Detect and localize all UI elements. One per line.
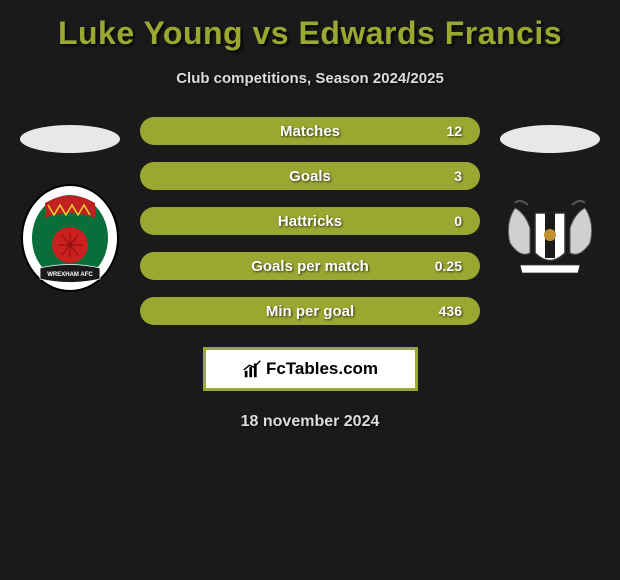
- left-player-avatar-placeholder: [20, 125, 120, 153]
- stat-value: 12: [446, 123, 462, 139]
- stat-value: 436: [439, 303, 462, 319]
- stat-row-goals: Goals 3: [140, 162, 480, 190]
- left-club-crest: WREXHAM AFC: [20, 183, 120, 293]
- stat-value: 3: [454, 168, 462, 184]
- stat-row-min-per-goal: Min per goal 436: [140, 297, 480, 325]
- subtitle: Club competitions, Season 2024/2025: [176, 70, 444, 87]
- right-player-avatar-placeholder: [500, 125, 600, 153]
- stat-label: Goals: [289, 168, 331, 185]
- right-player-column: [490, 117, 610, 293]
- stat-label: Hattricks: [278, 213, 342, 230]
- stat-value: 0.25: [435, 258, 462, 274]
- stat-value: 0: [454, 213, 462, 229]
- svg-text:WREXHAM AFC: WREXHAM AFC: [47, 272, 93, 278]
- stat-label: Goals per match: [251, 258, 369, 275]
- stat-row-matches: Matches 12: [140, 117, 480, 145]
- stat-row-hattricks: Hattricks 0: [140, 207, 480, 235]
- comparison-main: WREXHAM AFC Matches 12 Goals 3 Hattricks…: [0, 117, 620, 325]
- stat-label: Min per goal: [266, 303, 354, 320]
- brand-box: FcTables.com: [203, 347, 418, 391]
- stats-list: Matches 12 Goals 3 Hattricks 0 Goals per…: [140, 117, 480, 325]
- chart-icon: [242, 358, 264, 380]
- brand-text: FcTables.com: [266, 359, 378, 379]
- stat-row-goals-per-match: Goals per match 0.25: [140, 252, 480, 280]
- date-text: 18 november 2024: [241, 413, 380, 431]
- right-club-crest: [500, 183, 600, 293]
- left-player-column: WREXHAM AFC: [10, 117, 130, 293]
- stat-label: Matches: [280, 123, 340, 140]
- comparison-title: Luke Young vs Edwards Francis: [58, 15, 562, 52]
